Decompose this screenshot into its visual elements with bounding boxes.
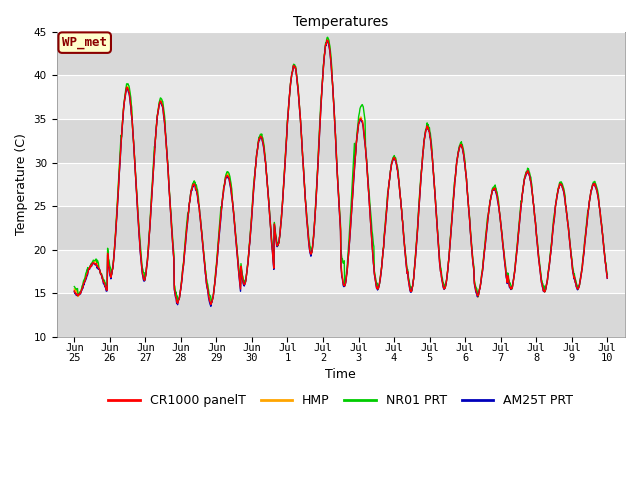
CR1000 panelT [604,275,611,281]
CR1000 panelT [207,301,215,307]
AM25T PRT [70,288,78,294]
Bar [56,293,625,337]
Y-axis label: Temperature (C): Temperature (C) [15,133,28,235]
CR1000 panelT [154,114,161,120]
AM25T PRT [129,125,136,131]
Line: AM25T PRT: AM25T PRT [74,41,607,306]
HMP [129,126,136,132]
AM25T PRT [154,114,161,120]
Bar [56,250,625,293]
CR1000 panelT [487,193,495,199]
Bar [56,119,625,163]
HMP [70,286,78,292]
HMP [323,36,331,42]
HMP [154,113,161,119]
HMP [604,274,611,280]
NR01 PRT [129,126,136,132]
NR01 PRT [324,35,332,40]
Bar [56,163,625,206]
Text: WP_met: WP_met [62,36,108,49]
HMP [174,300,182,305]
CR1000 panelT [323,37,331,43]
NR01 PRT [396,183,403,189]
NR01 PRT [207,301,215,307]
AM25T PRT [396,184,403,190]
NR01 PRT [70,284,78,289]
AM25T PRT [543,280,551,286]
Title: Temperatures: Temperatures [293,15,388,29]
Line: HMP: HMP [74,39,607,302]
CR1000 panelT [543,282,550,288]
CR1000 panelT [70,288,78,294]
CR1000 panelT [129,126,136,132]
HMP [396,183,403,189]
CR1000 panelT [396,184,403,190]
AM25T PRT [543,282,550,288]
HMP [543,279,551,285]
AM25T PRT [604,276,611,281]
Bar [56,32,625,75]
AM25T PRT [487,194,495,200]
Legend: CR1000 panelT, HMP, NR01 PRT, AM25T PRT: CR1000 panelT, HMP, NR01 PRT, AM25T PRT [104,389,578,412]
AM25T PRT [323,38,331,44]
Line: NR01 PRT: NR01 PRT [74,37,607,304]
Line: CR1000 panelT: CR1000 panelT [74,40,607,304]
AM25T PRT [207,303,215,309]
Bar [56,206,625,250]
NR01 PRT [543,279,551,285]
Bar [56,75,625,119]
HMP [543,282,550,288]
NR01 PRT [543,281,550,287]
HMP [487,193,495,199]
NR01 PRT [154,114,161,120]
NR01 PRT [487,193,495,199]
CR1000 panelT [543,280,551,286]
NR01 PRT [604,271,611,277]
X-axis label: Time: Time [325,368,356,381]
